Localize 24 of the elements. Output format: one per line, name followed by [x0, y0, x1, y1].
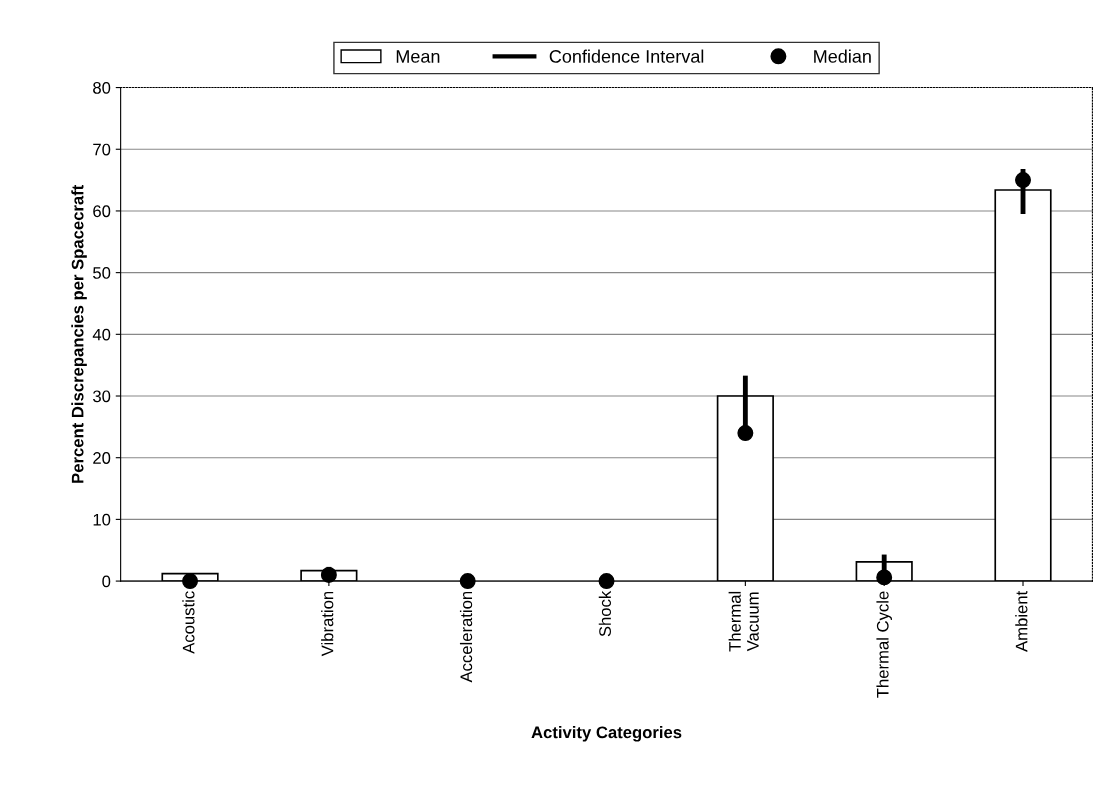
- y-tick-label: 30: [93, 390, 111, 403]
- x-tick-label: Thermal Vacuum: [728, 591, 759, 652]
- y-tick-label: 60: [93, 205, 111, 218]
- y-tick-label: 50: [93, 267, 111, 279]
- point: [459, 573, 476, 590]
- legend-label: Mean: [396, 50, 440, 63]
- y-tick-label: 10: [93, 513, 111, 526]
- x-tick-label: Thermal Cycle: [876, 591, 892, 698]
- y-tick-label: 80: [93, 81, 111, 94]
- x-tick-label: Vibration: [321, 591, 334, 657]
- x-tick-label: Acceleration: [459, 591, 473, 683]
- y-axis-title: Percent Discrepancies per Spacecraft: [71, 184, 87, 483]
- x-tick-label: Shock: [598, 590, 612, 637]
- y-tick-label: 0: [102, 575, 111, 588]
- point: [598, 573, 615, 590]
- y-tick-label: 40: [92, 328, 111, 341]
- x-axis-title: Activity Categories: [531, 726, 682, 742]
- x-tick-label: Acoustic: [182, 591, 195, 654]
- y-tick-label: 20: [93, 452, 111, 464]
- point: [182, 573, 199, 590]
- y-tick-label: 70: [93, 143, 111, 156]
- legend-label: Confidence Interval: [549, 49, 704, 63]
- x-tick-label: Ambient: [1015, 590, 1028, 652]
- legend-label: Median: [814, 49, 871, 63]
